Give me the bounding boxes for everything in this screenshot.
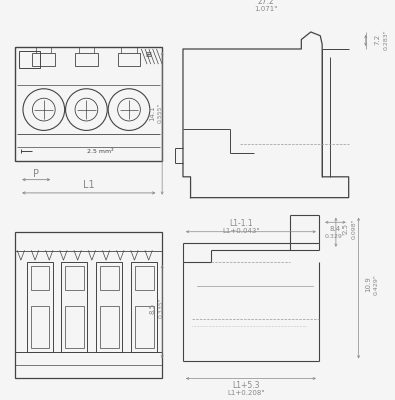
Text: 7.2: 7.2 xyxy=(374,34,380,45)
Bar xyxy=(61,262,87,352)
Bar xyxy=(135,266,154,290)
Text: 0.335": 0.335" xyxy=(159,298,164,318)
Text: L1+5.3: L1+5.3 xyxy=(232,381,260,390)
Text: 0.555": 0.555" xyxy=(158,103,163,123)
Bar xyxy=(131,262,158,352)
Bar xyxy=(30,266,49,290)
Text: L1-1.1: L1-1.1 xyxy=(229,219,253,228)
Bar xyxy=(30,306,49,348)
Bar xyxy=(96,262,122,352)
Text: L1: L1 xyxy=(83,180,95,190)
Text: 0.329": 0.329" xyxy=(325,234,346,239)
Text: 8.4: 8.4 xyxy=(330,226,341,232)
Bar xyxy=(118,53,140,66)
Bar xyxy=(19,51,40,68)
Text: P: P xyxy=(33,169,39,179)
Bar xyxy=(15,232,162,378)
Bar xyxy=(135,306,154,348)
Text: 10.9: 10.9 xyxy=(365,276,371,292)
Text: 1.071": 1.071" xyxy=(254,6,278,12)
Text: 0.283": 0.283" xyxy=(384,29,389,50)
Text: 8.5: 8.5 xyxy=(150,302,156,314)
Text: L1+0.208": L1+0.208" xyxy=(227,390,265,396)
Text: 14.1: 14.1 xyxy=(150,105,156,121)
Text: 0.429": 0.429" xyxy=(374,274,379,295)
Bar xyxy=(100,306,118,348)
Bar xyxy=(15,47,162,161)
Text: 0.098": 0.098" xyxy=(352,218,356,239)
Bar xyxy=(32,53,55,66)
Text: 2.5 mm²: 2.5 mm² xyxy=(87,149,114,154)
Text: 27.2: 27.2 xyxy=(258,0,274,6)
Text: 2.5: 2.5 xyxy=(342,223,348,234)
Text: ⊞: ⊞ xyxy=(145,52,151,58)
Bar xyxy=(65,266,84,290)
Bar xyxy=(100,266,118,290)
Bar xyxy=(27,262,53,352)
Bar xyxy=(75,53,98,66)
Text: L1+0.043": L1+0.043" xyxy=(222,228,260,234)
Bar xyxy=(65,306,84,348)
